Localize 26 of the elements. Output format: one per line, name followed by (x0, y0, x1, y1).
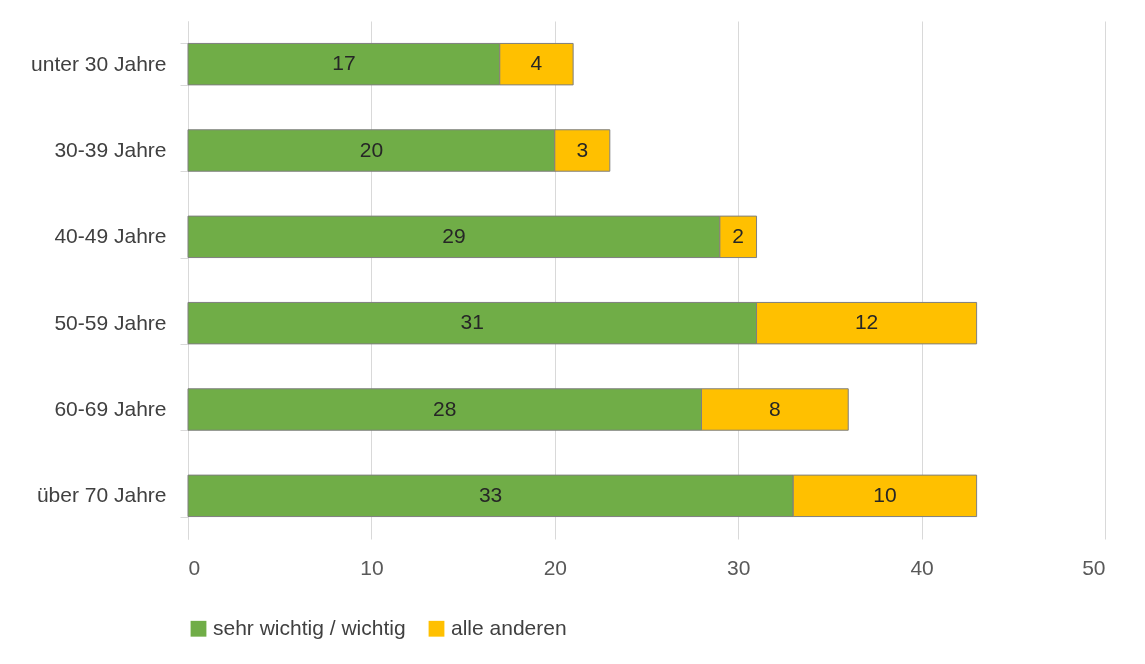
data-label: 33 (478, 482, 503, 506)
data-label: 28 (433, 396, 457, 420)
y-tick-label: unter 30 Jahre (31, 51, 167, 75)
data-label: 10 (873, 482, 897, 506)
x-tick-label: 10 (360, 555, 384, 579)
data-label: 20 (359, 137, 384, 161)
data-label: 8 (769, 396, 781, 420)
y-tick-label: 60-69 Jahre (54, 397, 167, 420)
y-tick-label: 30-39 Jahre (54, 138, 167, 161)
y-tick-label: 40-49 Jahre (54, 224, 167, 248)
x-tick-label: 30 (727, 555, 751, 579)
data-label: 31 (460, 310, 484, 334)
data-label: 12 (854, 310, 879, 334)
data-label: 17 (332, 51, 356, 75)
x-tick-label: 50 (1082, 555, 1106, 579)
data-label: 4 (530, 51, 543, 75)
x-tick-label: 0 (188, 555, 201, 579)
legend-label: alle anderen (451, 615, 567, 639)
data-label: 3 (576, 137, 589, 161)
y-tick-label: 50-59 Jahre (54, 310, 167, 334)
legend-label: sehr wichtig / wichtig (213, 615, 406, 639)
y-tick-label: über 70 Jahre (36, 483, 167, 507)
data-label: 2 (732, 223, 745, 247)
x-tick-label: 40 (910, 555, 934, 579)
x-tick-label: 20 (543, 555, 567, 579)
data-label: 29 (442, 223, 466, 247)
